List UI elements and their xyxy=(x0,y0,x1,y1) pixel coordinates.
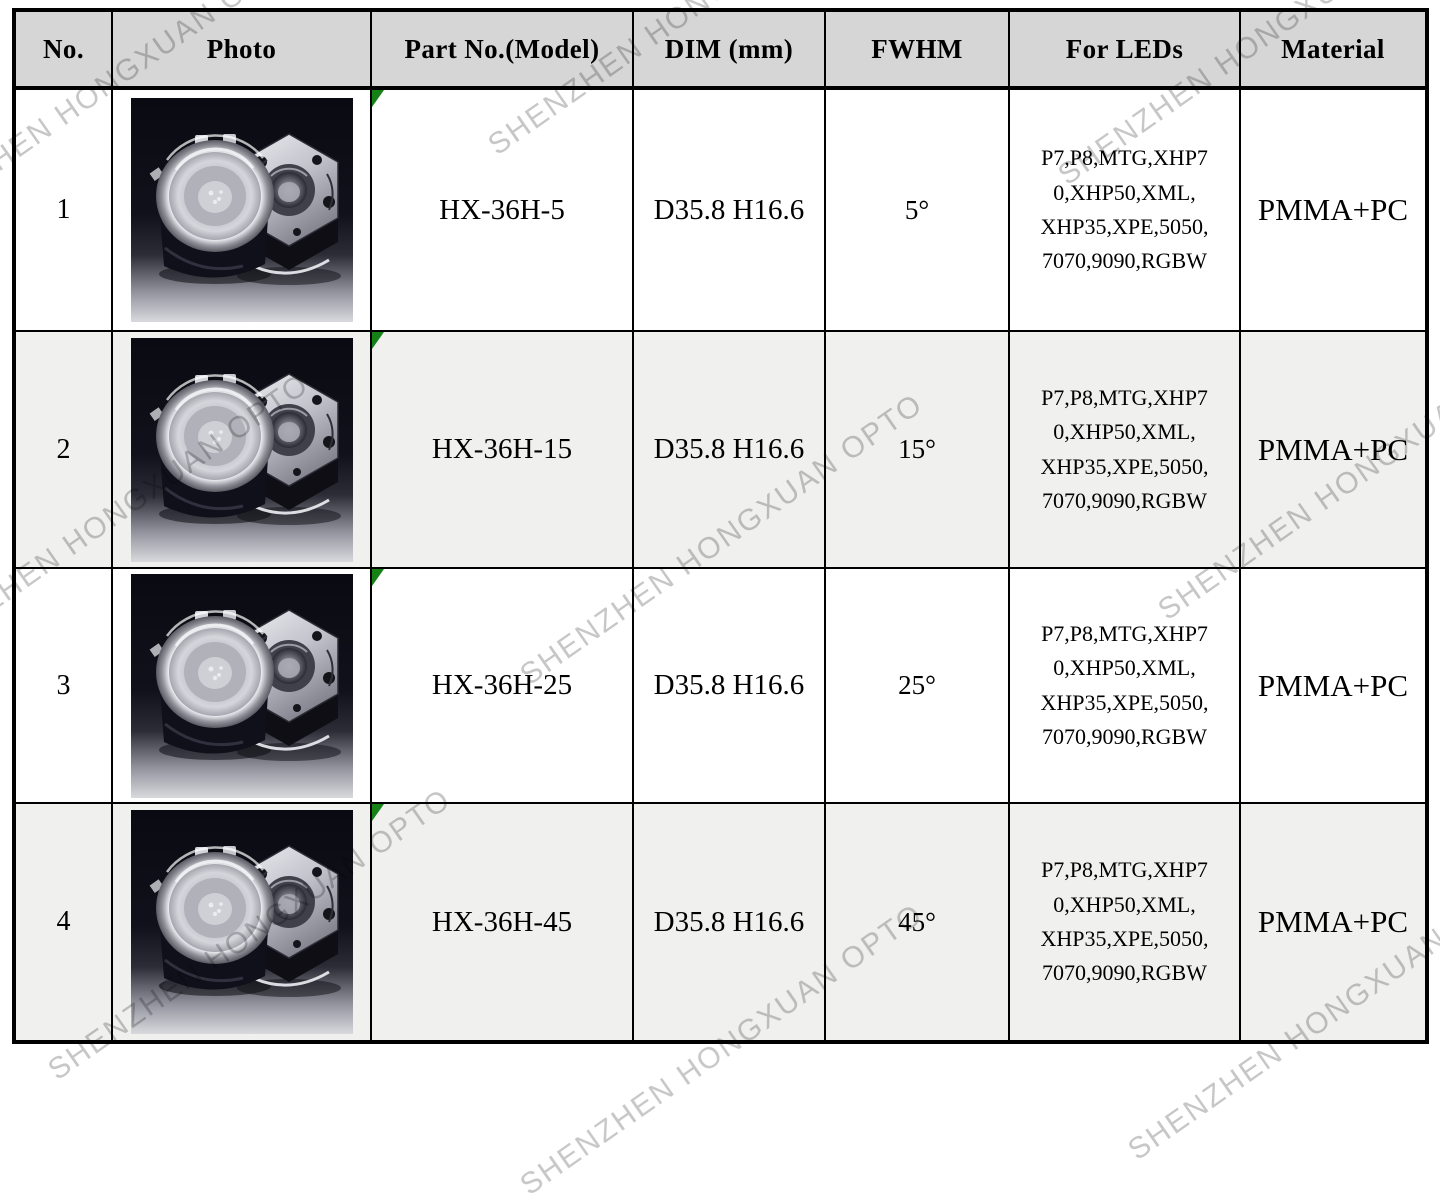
material-value: PMMA+PC xyxy=(1239,567,1428,804)
column-header-photo: Photo xyxy=(111,9,372,90)
row-number: 3 xyxy=(13,567,113,804)
dim-value: D35.8 H16.6 xyxy=(632,567,826,804)
column-header-part-no: Part No.(Model) xyxy=(370,9,634,90)
product-photo xyxy=(131,98,353,322)
dim-value: D35.8 H16.6 xyxy=(632,330,826,569)
product-spec-table: No. Photo Part No.(Model) DIM (mm) FWHM … xyxy=(12,8,1429,1044)
fwhm-value: 5° xyxy=(824,87,1010,332)
table-row: 4 HX-36H-45 D35.8 H16.6 45° P7,P8,MTG,XH… xyxy=(13,802,1428,1043)
part-no-value: HX-36H-45 xyxy=(431,905,573,938)
material-value: PMMA+PC xyxy=(1239,87,1428,332)
row-number: 4 xyxy=(13,802,113,1043)
cell-flag-marker xyxy=(373,333,384,349)
part-no-value: HX-36H-15 xyxy=(431,433,573,465)
for-leds-value: P7,P8,MTG,XHP7 0,XHP50,XML, XHP35,XPE,50… xyxy=(1008,567,1241,804)
cell-flag-marker xyxy=(373,570,384,586)
cell-flag-marker xyxy=(373,90,384,107)
column-header-material: Material xyxy=(1239,9,1428,90)
header-row: No. Photo Part No.(Model) DIM (mm) FWHM … xyxy=(13,9,1428,90)
row-number: 1 xyxy=(13,87,113,332)
photo-cell xyxy=(111,802,372,1043)
column-header-no: No. xyxy=(13,9,113,90)
part-no-value: HX-36H-5 xyxy=(439,193,565,226)
part-no-cell: HX-36H-45 xyxy=(370,802,634,1043)
product-photo xyxy=(131,574,353,798)
table-row: 2 HX-36H-15 D35.8 H16.6 15° P7,P8,MTG,XH… xyxy=(13,330,1428,569)
part-no-value: HX-36H-25 xyxy=(431,669,573,701)
fwhm-value: 15° xyxy=(824,330,1010,569)
for-leds-value: P7,P8,MTG,XHP7 0,XHP50,XML, XHP35,XPE,50… xyxy=(1008,330,1241,569)
part-no-cell: HX-36H-15 xyxy=(370,330,634,569)
material-value: PMMA+PC xyxy=(1239,802,1428,1043)
table-row: 3 HX-36H-25 D35.8 H16.6 25° P7,P8,MTG,XH… xyxy=(13,567,1428,804)
fwhm-value: 25° xyxy=(824,567,1010,804)
product-photo xyxy=(131,810,353,1034)
table-row: 1 HX-36H-5 D35.8 H16.6 5° P7,P8,MTG,XHP7… xyxy=(13,87,1428,332)
cell-flag-marker xyxy=(373,805,384,821)
dim-value: D35.8 H16.6 xyxy=(632,802,826,1043)
column-header-dim: DIM (mm) xyxy=(632,9,826,90)
fwhm-value: 45° xyxy=(824,802,1010,1043)
product-photo xyxy=(131,338,353,562)
for-leds-value: P7,P8,MTG,XHP7 0,XHP50,XML, XHP35,XPE,50… xyxy=(1008,802,1241,1043)
photo-cell xyxy=(111,87,372,332)
column-header-for-leds: For LEDs xyxy=(1008,9,1241,90)
part-no-cell: HX-36H-5 xyxy=(370,87,634,332)
part-no-cell: HX-36H-25 xyxy=(370,567,634,804)
material-value: PMMA+PC xyxy=(1239,330,1428,569)
column-header-fwhm: FWHM xyxy=(824,9,1010,90)
photo-cell xyxy=(111,567,372,804)
dim-value: D35.8 H16.6 xyxy=(632,87,826,332)
row-number: 2 xyxy=(13,330,113,569)
for-leds-value: P7,P8,MTG,XHP7 0,XHP50,XML, XHP35,XPE,50… xyxy=(1008,87,1241,332)
photo-cell xyxy=(111,330,372,569)
